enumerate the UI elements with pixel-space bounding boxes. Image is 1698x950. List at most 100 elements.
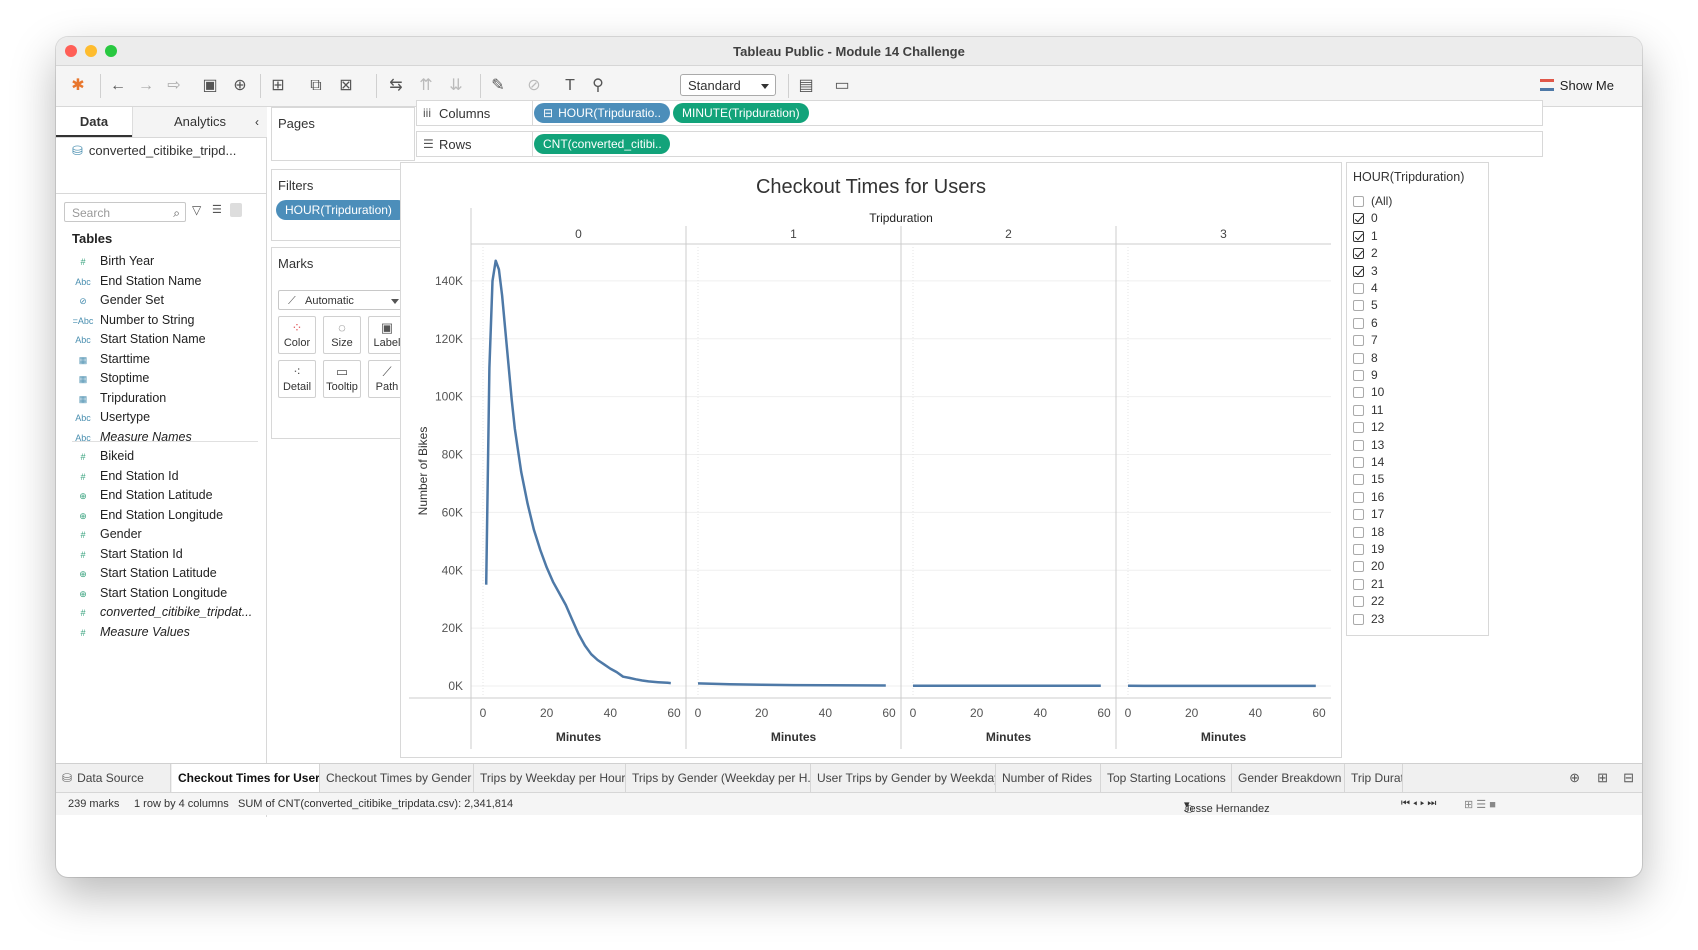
rows-pill-count[interactable]: CNT(converted_citibi.. bbox=[534, 134, 670, 154]
checkbox[interactable] bbox=[1353, 265, 1364, 277]
checkbox[interactable] bbox=[1353, 439, 1364, 451]
replay-icon[interactable]: ⇨ bbox=[167, 77, 181, 94]
minimize-window-button[interactable] bbox=[85, 45, 97, 57]
mark-type-select[interactable]: ⟋ Automatic bbox=[278, 290, 406, 310]
dimension-field[interactable]: =Abc Number to String bbox=[72, 311, 195, 330]
filter-item[interactable]: 13 bbox=[1353, 437, 1384, 454]
filter-item[interactable]: 2 bbox=[1353, 245, 1378, 262]
checkbox[interactable] bbox=[1353, 457, 1364, 468]
sheet-navigation[interactable]: ⏮ ◂ ▸ ⏭ bbox=[1401, 798, 1437, 809]
sort-descending-icon[interactable]: ⇊ bbox=[449, 77, 463, 94]
filter-item[interactable]: 4 bbox=[1353, 280, 1378, 297]
swap-rows-columns-icon[interactable]: ⇆ bbox=[389, 77, 403, 94]
dimension-field[interactable]: ▦ Stoptime bbox=[72, 369, 150, 388]
presentation-mode-icon[interactable]: ▭ bbox=[834, 77, 850, 94]
datasource-name[interactable]: ⛁ converted_citibike_tripd... bbox=[72, 143, 236, 159]
collapse-pane-icon[interactable]: ‹ bbox=[255, 115, 259, 129]
filter-item[interactable]: 14 bbox=[1353, 454, 1384, 471]
checkbox[interactable] bbox=[1353, 422, 1364, 434]
checkbox[interactable] bbox=[1353, 317, 1364, 329]
pane-menu-button[interactable] bbox=[230, 203, 242, 217]
checkbox[interactable] bbox=[1353, 196, 1364, 207]
measure-field[interactable]: # Measure Values bbox=[72, 623, 189, 642]
dimension-field[interactable]: ▦ Starttime bbox=[72, 350, 150, 369]
group-members-icon[interactable]: ⊘ bbox=[527, 77, 541, 94]
filter-item[interactable]: 19 bbox=[1353, 541, 1384, 558]
filter-item[interactable]: 9 bbox=[1353, 367, 1378, 384]
checkbox[interactable] bbox=[1353, 613, 1364, 625]
marks-size-button[interactable]: ◌ Size bbox=[323, 316, 361, 354]
filter-item[interactable]: 23 bbox=[1353, 611, 1384, 628]
measure-field[interactable]: # End Station Id bbox=[72, 467, 178, 486]
measure-field[interactable]: ⊕ End Station Longitude bbox=[72, 506, 223, 525]
columns-shelf[interactable]: iii Columns ⊟ HOUR(Tripduratio.. MINUTE(T… bbox=[416, 100, 1543, 126]
highlight-icon[interactable]: ✎ bbox=[491, 77, 505, 94]
filter-item[interactable]: 22 bbox=[1353, 593, 1384, 610]
view-toggle-icons[interactable]: ⊞ ☰ ■ bbox=[1464, 799, 1496, 811]
measure-field[interactable]: ⊕ End Station Latitude bbox=[72, 486, 212, 505]
new-worksheet-icon[interactable]: ⊞ bbox=[271, 77, 285, 94]
filter-item[interactable]: 17 bbox=[1353, 506, 1384, 523]
chart-view[interactable]: Checkout Times for Users Tripduration 0K 20… bbox=[400, 162, 1342, 758]
dimension-field[interactable]: Abc Start Station Name bbox=[72, 330, 205, 349]
checkbox[interactable] bbox=[1353, 596, 1364, 608]
dimension-field[interactable]: Abc Measure Names bbox=[72, 428, 191, 447]
fit-select[interactable]: Standard bbox=[680, 74, 776, 96]
user-menu[interactable]: ⚇ Jesse Hernandez ▾ bbox=[1184, 799, 1270, 816]
new-dashboard-tab-icon[interactable]: ⊞ bbox=[1597, 770, 1608, 785]
marks-color-button[interactable]: ⁘ Color bbox=[278, 316, 316, 354]
checkbox[interactable] bbox=[1353, 404, 1364, 416]
columns-pill-minute[interactable]: MINUTE(Tripduration) bbox=[673, 103, 809, 123]
filter-item[interactable]: 6 bbox=[1353, 315, 1378, 332]
filter-item[interactable]: 15 bbox=[1353, 471, 1384, 488]
filter-item[interactable]: 16 bbox=[1353, 489, 1384, 506]
marks-detail-button[interactable]: ⁖ Detail bbox=[278, 360, 316, 398]
filter-item[interactable]: 8 bbox=[1353, 350, 1378, 367]
pin-axes-icon[interactable]: ⚲ bbox=[592, 77, 604, 94]
measure-field[interactable]: # Bikeid bbox=[72, 447, 134, 466]
filter-pill-hour[interactable]: HOUR(Tripduration) bbox=[276, 200, 408, 220]
show-me-button[interactable]: Show Me bbox=[1539, 78, 1614, 93]
sheet-tab[interactable]: Trip Duration by bbox=[1345, 764, 1403, 792]
dimension-field[interactable]: ▦ Tripduration bbox=[72, 389, 167, 408]
checkbox[interactable] bbox=[1353, 509, 1364, 521]
save-icon[interactable]: ▣ bbox=[202, 77, 218, 94]
checkbox[interactable] bbox=[1353, 283, 1364, 294]
rows-shelf[interactable]: ☰ Rows CNT(converted_citibi.. bbox=[416, 131, 1543, 157]
checkbox[interactable] bbox=[1353, 370, 1364, 381]
sheet-tab[interactable]: Checkout Times for Users bbox=[172, 764, 320, 792]
new-worksheet-tab-icon[interactable]: ⊕ bbox=[1569, 770, 1580, 785]
sort-ascending-icon[interactable]: ⇈ bbox=[419, 77, 433, 94]
undo-icon[interactable]: ← bbox=[110, 77, 126, 94]
tableau-logo-icon[interactable]: ✱ bbox=[71, 77, 85, 94]
sheet-tab[interactable]: Top Starting Locations bbox=[1101, 764, 1232, 792]
show-mark-labels-icon[interactable]: T bbox=[565, 77, 575, 94]
filter-item[interactable]: 3 bbox=[1353, 263, 1378, 280]
checkbox[interactable] bbox=[1353, 544, 1364, 555]
measure-field[interactable]: ⊕ Start Station Latitude bbox=[72, 564, 217, 583]
pages-shelf[interactable]: Pages bbox=[271, 107, 415, 161]
sheet-tab[interactable]: Checkout Times by Gender bbox=[320, 764, 474, 792]
checkbox[interactable] bbox=[1353, 474, 1364, 486]
view-list-icon[interactable]: ☰ bbox=[212, 204, 222, 216]
measure-field[interactable]: # converted_citibike_tripdat... bbox=[72, 603, 252, 622]
columns-pill-hour[interactable]: ⊟ HOUR(Tripduratio.. bbox=[534, 103, 670, 123]
filter-item[interactable]: 5 bbox=[1353, 297, 1378, 314]
tab-data[interactable]: Data bbox=[56, 107, 132, 137]
checkbox[interactable] bbox=[1353, 526, 1364, 538]
filter-item[interactable]: 21 bbox=[1353, 576, 1384, 593]
tab-analytics[interactable]: Analytics ‹ bbox=[132, 107, 267, 137]
filter-item[interactable]: 7 bbox=[1353, 332, 1378, 349]
checkbox[interactable] bbox=[1353, 300, 1364, 312]
filter-item[interactable]: 1 bbox=[1353, 228, 1378, 245]
checkbox[interactable] bbox=[1353, 230, 1364, 242]
marks-tooltip-button[interactable]: ▭ Tooltip bbox=[323, 360, 361, 398]
filter-item[interactable]: 18 bbox=[1353, 524, 1384, 541]
filters-shelf[interactable]: Filters HOUR(Tripduration) bbox=[271, 169, 415, 241]
data-source-tab[interactable]: ⛁ Data Source bbox=[56, 764, 171, 792]
checkbox[interactable] bbox=[1353, 491, 1364, 503]
sheet-tab[interactable]: User Trips by Gender by Weekday bbox=[811, 764, 996, 792]
filter-item[interactable]: 10 bbox=[1353, 384, 1384, 401]
clear-sheet-icon[interactable]: ⊠ bbox=[339, 77, 353, 94]
dimension-field[interactable]: Abc Usertype bbox=[72, 408, 150, 427]
